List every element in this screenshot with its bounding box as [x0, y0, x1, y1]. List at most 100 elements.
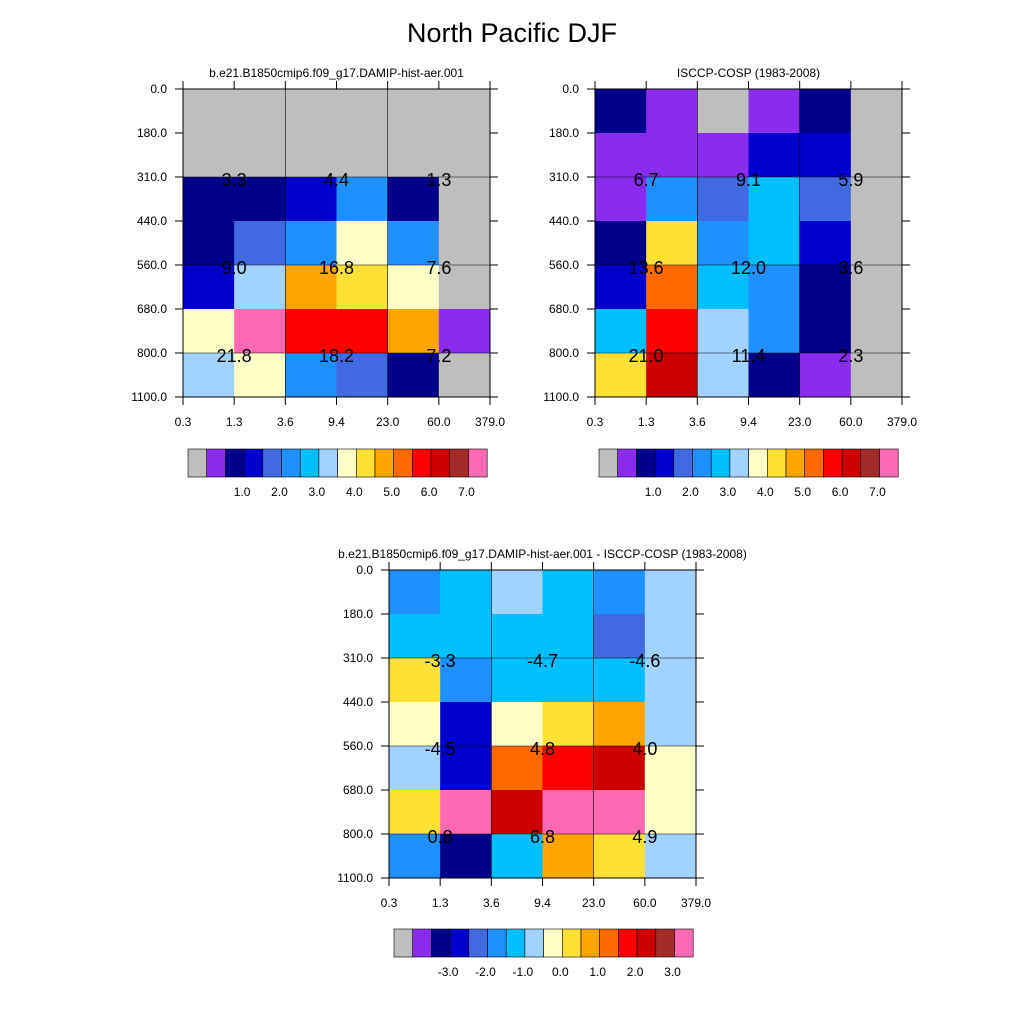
heatmap-cell: [183, 89, 235, 134]
colorbar-label: 2.0: [682, 485, 699, 499]
heatmap-cell: [234, 133, 286, 178]
colorbar-swatch: [599, 928, 619, 958]
colorbar-label: 7.0: [458, 485, 475, 499]
y-tick-label: 310.0: [549, 170, 579, 184]
heatmap-cell: [389, 614, 441, 659]
heatmap-cell: [491, 746, 543, 791]
heatmap-cell: [285, 221, 337, 266]
colorbar-label: 1.0: [589, 965, 606, 979]
heatmap-cell: [285, 89, 337, 134]
heatmap-cell: [799, 265, 852, 310]
heatmap-cell: [491, 614, 543, 659]
heatmap-cell: [336, 221, 388, 266]
colorbar-swatch: [449, 448, 469, 478]
heatmap-cell: [799, 177, 852, 222]
y-tick-label: 560.0: [137, 258, 167, 272]
heatmap-cell: [389, 790, 441, 835]
heatmap-cell: [644, 614, 697, 659]
y-tick-label: 310.0: [137, 170, 167, 184]
colorbar-swatch: [654, 448, 675, 478]
colorbar-label: 2.0: [627, 965, 644, 979]
heatmap-cell: [697, 177, 749, 222]
heatmap-cell: [387, 309, 440, 354]
heatmap-cell: [389, 746, 441, 791]
heatmap-cell: [440, 658, 492, 703]
colorbar-swatch: [674, 928, 694, 958]
colorbar-label: 5.0: [794, 485, 811, 499]
x-tick-label: 23.0: [788, 415, 812, 429]
heatmap-cell: [593, 702, 646, 747]
colorbar-swatch: [543, 928, 563, 958]
cell-value-label: 9.1: [736, 170, 761, 190]
colorbar-swatch: [449, 928, 470, 958]
x-tick-label: 0.3: [381, 896, 398, 910]
colorbar-label: 6.0: [832, 485, 849, 499]
x-tick-label: 3.6: [277, 415, 294, 429]
x-tick-label: 9.4: [328, 415, 345, 429]
heatmap-cell: [644, 570, 697, 615]
colorbar-swatch: [860, 448, 880, 478]
y-tick-label: 440.0: [137, 214, 167, 228]
cell-value-label: -4.7: [527, 651, 558, 671]
heatmap-cell: [285, 309, 337, 354]
y-tick-label: 0.0: [562, 82, 579, 96]
heatmap-cell: [438, 133, 491, 178]
colorbar-swatch: [412, 928, 432, 958]
y-tick-label: 180.0: [137, 126, 167, 140]
heatmap-cell: [285, 177, 337, 222]
heatmap-cell: [697, 133, 749, 178]
colorbar-swatch: [841, 448, 862, 478]
heatmap-cell: [440, 614, 492, 659]
cell-value-label: 6.7: [634, 170, 659, 190]
heatmap-cell: [491, 834, 543, 879]
heatmap-cell: [850, 309, 903, 354]
cell-value-label: 0.8: [428, 827, 453, 847]
colorbar-swatch: [580, 928, 601, 958]
cell-value-label: 12.0: [731, 258, 766, 278]
colorbar-swatch: [785, 448, 806, 478]
y-tick-label: 680.0: [137, 302, 167, 316]
x-tick-label: 0.3: [175, 415, 192, 429]
heatmap-cell: [850, 265, 903, 310]
x-tick-label: 1.3: [638, 415, 655, 429]
heatmap-cell: [438, 353, 491, 398]
colorbar-swatch: [748, 448, 768, 478]
colorbar-swatch: [729, 448, 749, 478]
cell-value-label: 9.0: [222, 258, 247, 278]
heatmap-cell: [387, 133, 440, 178]
heatmap-cell: [542, 746, 594, 791]
panel-3: b.e21.B1850cmip6.f09_g17.DAMIP-hist-aer.…: [337, 547, 747, 979]
panel-title: ISCCP-COSP (1983-2008): [677, 66, 820, 80]
heatmap-cell: [593, 658, 646, 703]
heatmap-cell: [595, 309, 647, 354]
colorbar-swatch: [487, 928, 507, 958]
heatmap-cell: [593, 614, 646, 659]
cell-value-label: 4.0: [632, 739, 657, 759]
cell-value-label: 3.6: [838, 258, 863, 278]
x-tick-label: 60.0: [633, 896, 657, 910]
heatmap-cell: [183, 309, 235, 354]
colorbar-swatch: [636, 928, 657, 958]
heatmap-cell: [438, 265, 491, 310]
colorbar-swatch: [187, 448, 208, 478]
heatmap-cell: [595, 353, 647, 398]
heatmap-cell: [387, 265, 440, 310]
heatmap-cell: [491, 790, 543, 835]
heatmap-cell: [440, 570, 492, 615]
page-title: North Pacific DJF: [406, 18, 618, 48]
heatmap-cell: [491, 570, 543, 615]
heatmap-cell: [440, 790, 492, 835]
heatmap-cell: [850, 89, 903, 134]
colorbar-swatch: [879, 448, 899, 478]
heatmap-cell: [646, 353, 698, 398]
colorbar-swatch: [318, 448, 338, 478]
heatmap-cell: [799, 221, 852, 266]
heatmap-cell: [389, 658, 441, 703]
colorbar-label: 6.0: [421, 485, 438, 499]
colorbar-label: 4.0: [346, 485, 363, 499]
colorbar-swatch: [655, 928, 675, 958]
colorbar-label: 5.0: [383, 485, 400, 499]
heatmap-cell: [646, 309, 698, 354]
y-tick-label: 800.0: [137, 346, 167, 360]
heatmap-cell: [646, 89, 698, 134]
